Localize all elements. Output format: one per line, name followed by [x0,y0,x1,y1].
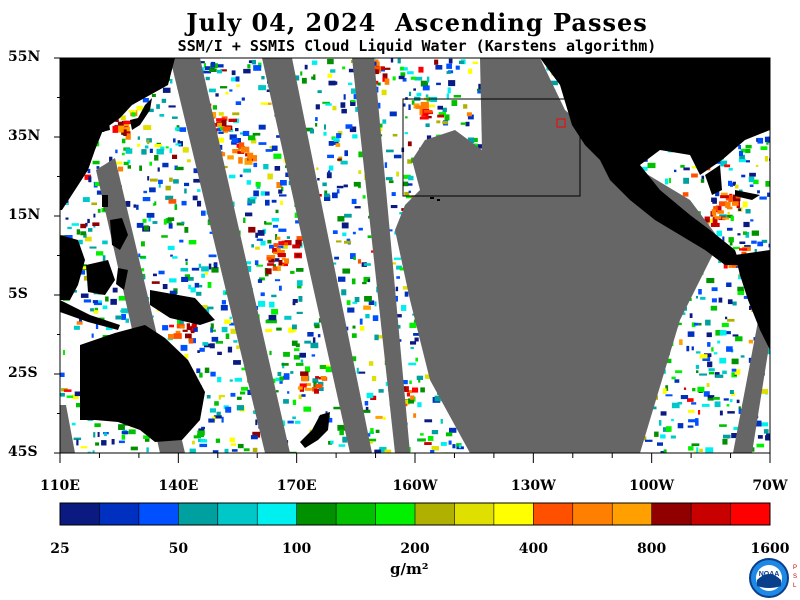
lon-label: 140E [158,478,199,494]
lon-label: 130W [510,478,556,494]
noaa-logo-icon: NOAA P S L [749,558,797,598]
map-area [60,58,770,453]
colorbar-swatch [217,503,258,525]
colorbar-label: 100 [282,541,312,557]
lat-label: 15N [8,207,41,223]
colorbar-swatch [533,503,574,525]
colorbar-label: 25 [50,541,70,557]
colorbar-swatch [375,503,416,525]
chart-subtitle: SSM/I + SSMIS Cloud Liquid Water (Karste… [177,37,657,55]
colorbar-swatch [730,503,771,525]
colorbar-label: 50 [168,541,189,557]
lat-label: 5S [8,286,28,302]
colorbar-swatch [691,503,732,525]
lon-label: 160W [392,478,438,494]
colorbar-label: 800 [637,541,667,557]
lat-label: 55N [8,49,41,65]
colorbar-swatch [99,503,140,525]
colorbar-swatch [257,503,298,525]
colorbar-swatch [572,503,613,525]
lon-label: 170E [276,478,317,494]
colorbar [59,502,771,526]
colorbar-units: g/m² [390,560,429,578]
colorbar-swatch [296,503,337,525]
svg-text:L: L [793,583,797,589]
chart-title: July 04, 2024 Ascending Passes [186,8,648,37]
colorbar-swatch [651,503,692,525]
colorbar-label: 400 [518,541,548,557]
colorbar-label: 1600 [750,541,790,557]
map-axes [54,57,771,463]
colorbar-swatch [138,503,179,525]
lat-label: 45S [8,444,38,460]
lon-label: 110E [40,478,80,494]
colorbar-label: 200 [400,541,430,557]
colorbar-swatch [454,503,495,525]
colorbar-swatch [612,503,653,525]
svg-text:S: S [793,574,797,580]
lon-label: 70W [752,478,788,494]
colorbar-swatch [178,503,219,525]
colorbar-swatch [336,503,377,525]
svg-text:P: P [793,565,797,571]
colorbar-swatch [60,503,100,525]
noaa-logo-text: NOAA [759,571,780,578]
colorbar-swatch [493,503,534,525]
lat-label: 35N [8,128,41,144]
lon-label: 100W [629,478,675,494]
lat-label: 25S [8,365,38,381]
colorbar-swatch [415,503,455,525]
